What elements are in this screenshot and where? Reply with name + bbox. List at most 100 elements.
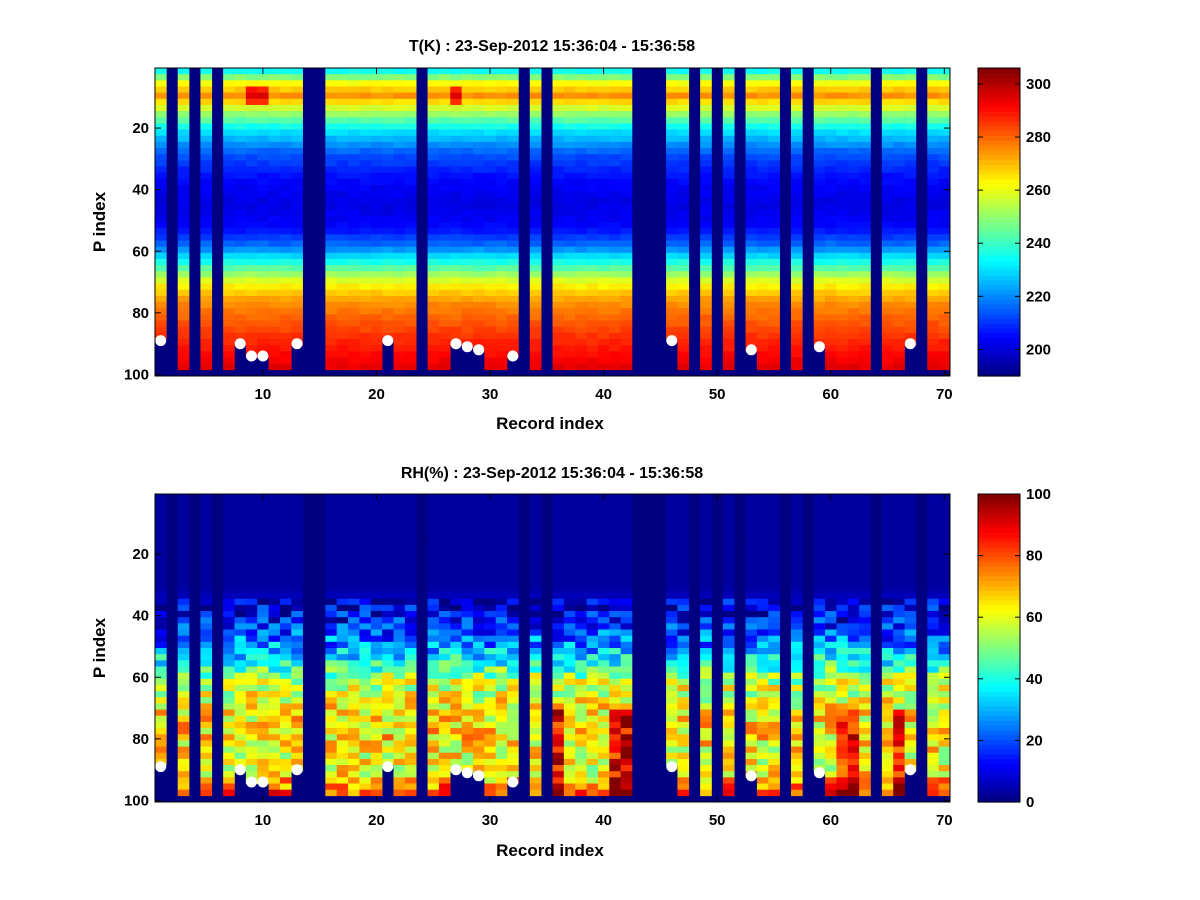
heatmap-cell bbox=[563, 320, 576, 328]
heatmap-cell bbox=[620, 543, 633, 550]
heatmap-cell bbox=[677, 86, 690, 93]
heatmap-cell bbox=[393, 129, 406, 137]
heatmap-cell bbox=[507, 92, 519, 100]
heatmap-cell bbox=[552, 524, 565, 532]
heatmap-cell bbox=[813, 234, 826, 241]
colorbar-swatch bbox=[978, 323, 1020, 329]
heatmap-cell bbox=[348, 684, 360, 692]
heatmap-cell bbox=[881, 141, 894, 149]
heatmap-cell bbox=[268, 500, 281, 507]
heatmap-cell bbox=[382, 715, 394, 723]
heatmap-cell bbox=[597, 506, 610, 513]
temperature-column-16 bbox=[325, 68, 338, 371]
heatmap-cell bbox=[529, 494, 542, 501]
heatmap-cell bbox=[904, 271, 917, 278]
heatmap-cell bbox=[529, 789, 542, 797]
heatmap-cell bbox=[586, 672, 599, 680]
heatmap-cell bbox=[756, 703, 769, 710]
heatmap-cell bbox=[575, 283, 587, 291]
heatmap-cell bbox=[370, 678, 383, 686]
heatmap-cell bbox=[200, 740, 213, 747]
heatmap-cell bbox=[223, 506, 235, 513]
heatmap-cell bbox=[404, 746, 417, 754]
heatmap-cell bbox=[370, 524, 383, 532]
heatmap-cell bbox=[370, 635, 383, 643]
heatmap-cell bbox=[291, 197, 303, 204]
heatmap-cell bbox=[427, 592, 440, 600]
heatmap-cell bbox=[325, 691, 338, 698]
heatmap-cell bbox=[200, 728, 213, 735]
heatmap-cell bbox=[813, 586, 826, 593]
heatmap-cell bbox=[813, 148, 826, 155]
heatmap-cell bbox=[836, 746, 849, 754]
heatmap-cell bbox=[200, 660, 213, 667]
heatmap-cell bbox=[438, 68, 451, 75]
heatmap-cell bbox=[938, 326, 951, 334]
heatmap-cell bbox=[575, 129, 587, 137]
heatmap-cell bbox=[563, 283, 576, 291]
heatmap-cell bbox=[393, 697, 406, 704]
heatmap-cell bbox=[427, 326, 440, 334]
heatmap-cell bbox=[200, 258, 213, 266]
heatmap-cell bbox=[370, 543, 383, 550]
heatmap-cell bbox=[427, 518, 440, 526]
heatmap-cell bbox=[177, 148, 190, 155]
heatmap-cell bbox=[791, 92, 803, 100]
heatmap-cell bbox=[938, 332, 951, 340]
heatmap-cell bbox=[268, 234, 281, 241]
heatmap-cell bbox=[904, 185, 917, 192]
heatmap-cell bbox=[552, 543, 565, 550]
heatmap-cell bbox=[552, 209, 565, 217]
heatmap-cell bbox=[529, 246, 542, 254]
heatmap-cell bbox=[529, 617, 542, 624]
heatmap-cell bbox=[677, 148, 690, 155]
heatmap-cell bbox=[359, 123, 372, 130]
heatmap-cell bbox=[370, 326, 383, 334]
heatmap-cell bbox=[438, 783, 451, 790]
heatmap-cell bbox=[393, 68, 406, 75]
heatmap-cell bbox=[552, 691, 565, 698]
heatmap-cell bbox=[722, 580, 735, 587]
colorbar-swatch bbox=[978, 308, 1020, 315]
heatmap-cell bbox=[529, 752, 542, 760]
heatmap-cell bbox=[938, 258, 951, 266]
heatmap-cell bbox=[404, 308, 417, 315]
heatmap-cell bbox=[325, 506, 338, 513]
heatmap-cell bbox=[348, 314, 360, 321]
heatmap-cell bbox=[597, 746, 610, 754]
heatmap-cell bbox=[620, 326, 633, 334]
heatmap-cell bbox=[552, 314, 565, 321]
heatmap-cell bbox=[359, 666, 372, 673]
heatmap-cell bbox=[813, 191, 826, 198]
heatmap-cell bbox=[745, 172, 758, 180]
heatmap-cell bbox=[859, 209, 871, 217]
heatmap-cell bbox=[325, 160, 338, 167]
heatmap-cell bbox=[756, 789, 769, 797]
heatmap-cell bbox=[620, 494, 633, 501]
heatmap-cell bbox=[438, 691, 451, 698]
heatmap-cell bbox=[620, 678, 633, 686]
heatmap-cell bbox=[223, 777, 235, 784]
heatmap-cell bbox=[245, 758, 258, 766]
heatmap-cell bbox=[325, 635, 338, 643]
heatmap-cell bbox=[847, 191, 860, 198]
heatmap-cell bbox=[291, 289, 303, 297]
heatmap-cell bbox=[438, 277, 451, 284]
heatmap-cell bbox=[825, 629, 837, 636]
heatmap-cell bbox=[847, 721, 860, 729]
heatmap-cell bbox=[155, 129, 167, 137]
heatmap-cell bbox=[223, 252, 235, 260]
heatmap-cell bbox=[700, 172, 712, 180]
heatmap-cell bbox=[336, 635, 349, 643]
heatmap-cell bbox=[427, 197, 440, 204]
heatmap-cell bbox=[427, 252, 440, 260]
heatmap-cell bbox=[620, 771, 633, 778]
heatmap-cell bbox=[268, 530, 281, 538]
colorbar-swatch bbox=[978, 327, 1020, 334]
heatmap-cell bbox=[825, 660, 837, 667]
heatmap-cell bbox=[200, 363, 213, 371]
heatmap-cell bbox=[438, 549, 451, 556]
heatmap-cell bbox=[484, 98, 497, 106]
heatmap-cell bbox=[348, 494, 360, 501]
heatmap-cell bbox=[586, 252, 599, 260]
